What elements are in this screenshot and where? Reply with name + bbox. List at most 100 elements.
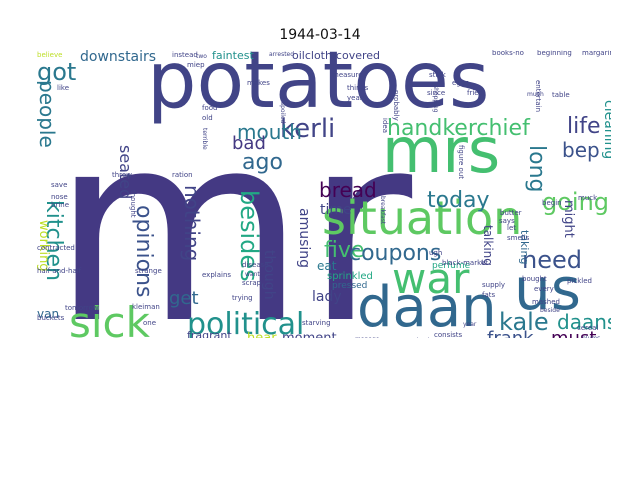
cloud-word-entertain: entertain xyxy=(534,80,542,113)
cloud-word-must: must xyxy=(551,330,596,339)
cloud-word-people: people xyxy=(37,80,59,148)
cloud-word-beside: beside xyxy=(540,307,560,314)
cloud-word-supply: supply xyxy=(482,281,506,289)
cloud-word-ago: ago xyxy=(242,150,283,175)
cloud-word-though: though xyxy=(261,250,277,300)
cloud-word-van: van xyxy=(37,307,60,321)
cloud-word-buckets: buckets xyxy=(37,314,65,322)
cloud-word-oilcloth-covered: oilcloth-covered xyxy=(292,50,381,62)
cloud-word-political: political xyxy=(187,307,305,339)
cloud-word-breakfast: breakfast xyxy=(379,196,386,225)
cloud-word-throw: throw xyxy=(112,171,132,179)
cloud-word-bread: bread xyxy=(319,178,377,202)
cloud-word-every: every xyxy=(534,285,554,293)
cloud-word-consists: consists xyxy=(434,331,463,339)
cloud-word-instead: instead xyxy=(172,51,198,59)
cloud-word-strange: strange xyxy=(135,267,162,275)
cloud-word-coupons: coupons xyxy=(349,241,442,266)
cloud-word-pickled: pickled xyxy=(567,277,592,285)
cloud-word-bought: bought xyxy=(522,275,547,283)
cloud-word-year: year xyxy=(463,321,477,328)
cloud-word-probably: probably xyxy=(392,90,400,121)
cloud-word-lady: lady xyxy=(312,289,342,305)
cloud-word-daan: daan xyxy=(357,275,497,338)
cloud-word-books-no: books-no xyxy=(492,50,524,57)
cloud-word-faintest: faintest xyxy=(212,50,254,62)
cloud-word-cleaning: cleaning xyxy=(601,100,611,160)
word-cloud: mr potatoes mrs situation daan war us sick polit… xyxy=(37,50,611,338)
cloud-word-amusing: amusing xyxy=(296,208,312,269)
cloud-word-smells: smells xyxy=(507,234,530,242)
cloud-word-black-market: black-market xyxy=(442,259,488,267)
cloud-word-like: like xyxy=(57,84,70,92)
cloud-word-want: want xyxy=(245,271,260,278)
cloud-word-much: much xyxy=(527,91,544,98)
cloud-word-handkerchief: handkerchief xyxy=(387,116,530,141)
cloud-word-sprinkled: sprinkled xyxy=(327,271,373,282)
cloud-word-sick: sick xyxy=(69,298,150,339)
cloud-word-shopping: shopping xyxy=(432,85,439,113)
cloud-word-pressed: pressed xyxy=(332,281,368,291)
cloud-word-figure-out: figure out xyxy=(457,145,465,180)
cloud-word-kerli: kerli xyxy=(280,114,336,144)
cloud-word-nothing: nothing xyxy=(180,185,204,262)
cloud-word-old: old xyxy=(202,114,213,122)
cloud-word-kale: kale xyxy=(499,308,549,336)
cloud-word-brine: brine xyxy=(51,201,70,209)
cloud-word-eggs: eggs xyxy=(452,79,469,87)
cloud-word-scrap: scrap xyxy=(242,279,262,287)
cloud-word-starving: starving xyxy=(302,319,331,327)
cloud-word-miep: miep xyxy=(187,61,205,69)
cloud-word-frank: frank xyxy=(487,330,534,339)
cloud-word-eat: eat xyxy=(317,259,337,273)
cloud-word-let: let xyxy=(507,224,516,232)
cloud-word-butter: butter xyxy=(500,209,522,217)
cloud-word-begin: begin xyxy=(542,199,562,207)
cloud-word-moment: moment xyxy=(282,332,337,338)
cloud-word-potatoes: potatoes xyxy=(147,50,490,126)
cloud-word-get: get xyxy=(169,288,199,309)
cloud-word-terrible: terrible xyxy=(201,128,208,150)
cloud-word-us: us xyxy=(514,255,581,323)
cloud-word-measure: measure xyxy=(332,71,363,79)
cloud-word-half-and-half: half-and-half xyxy=(37,267,82,275)
cloud-word-one: one xyxy=(143,319,157,327)
cloud-word-trying: trying xyxy=(232,294,253,302)
cloud-word-long: long xyxy=(524,145,549,193)
cloud-word-fats: fats xyxy=(482,291,496,299)
cloud-word-downstairs: downstairs xyxy=(80,50,157,65)
cloud-word-manage: manage xyxy=(355,337,380,339)
cloud-word-ration: ration xyxy=(172,171,193,179)
cloud-word-need: need xyxy=(522,246,582,274)
cloud-word-plums: plums xyxy=(582,336,600,339)
cloud-word-perfume: perfume xyxy=(432,261,471,271)
cloud-word-five: five xyxy=(324,238,365,263)
cloud-word-fragrant: fragrant xyxy=(187,329,232,338)
cloud-word-margarine: margarine xyxy=(582,50,611,57)
cloud-word-mouth: mouth xyxy=(237,120,302,144)
cloud-word-kleiman: kleiman xyxy=(132,303,160,311)
cloud-word-thinks: thinks xyxy=(347,84,369,92)
cloud-word-situation: situation xyxy=(322,191,523,245)
cloud-word-mashed: mashed xyxy=(532,298,560,306)
cloud-word-mrs: mrs xyxy=(382,114,501,187)
cloud-word-war: war xyxy=(392,254,470,303)
cloud-word-makes: makes xyxy=(247,79,270,87)
cloud-word-life: life xyxy=(567,114,601,139)
cloud-word-disease: disease xyxy=(242,261,269,269)
cloud-word-says: says xyxy=(499,217,515,225)
cloud-word-beginning: beginning xyxy=(537,50,572,57)
cloud-word-might: might xyxy=(561,200,576,238)
cloud-word-today: today xyxy=(427,188,490,213)
cloud-word-ugh: ugh xyxy=(429,249,443,257)
cloud-word-two: two xyxy=(196,53,207,60)
cloud-word-explains: explains xyxy=(202,271,232,279)
figure-title: 1944-03-14 xyxy=(279,27,361,43)
cloud-word-cereal: cereal xyxy=(577,324,599,332)
cloud-word-fried: fried xyxy=(467,89,484,97)
cloud-word-food: food xyxy=(202,104,218,112)
cloud-word-spoiled: spoiled xyxy=(279,102,286,124)
cloud-word-contracted: contracted xyxy=(37,244,75,252)
cloud-word-thought: thought xyxy=(129,190,137,218)
